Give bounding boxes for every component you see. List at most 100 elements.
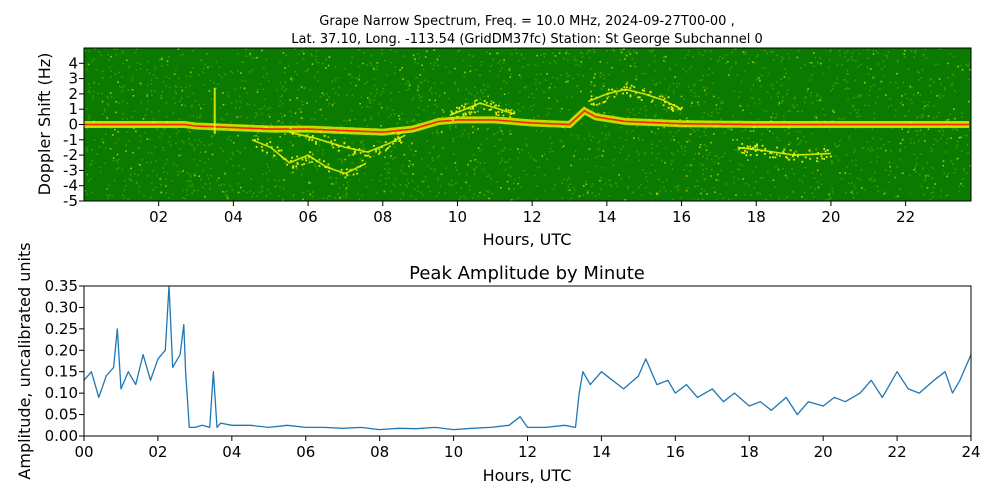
- noise-speck: [349, 179, 351, 181]
- signal-speck: [297, 130, 300, 133]
- noise-speck: [362, 62, 364, 65]
- noise-speck: [634, 94, 636, 96]
- noise-speck: [910, 98, 912, 101]
- noise-speck: [759, 177, 762, 179]
- noise-speck: [185, 75, 188, 77]
- noise-speck: [941, 128, 943, 130]
- noise-speck: [242, 61, 245, 63]
- noise-speck: [715, 179, 718, 181]
- noise-speck: [420, 191, 422, 194]
- noise-speck: [605, 125, 607, 128]
- noise-speck: [645, 186, 647, 189]
- signal-speck: [273, 154, 275, 157]
- noise-speck: [837, 117, 840, 120]
- noise-speck: [829, 49, 832, 51]
- noise-speck: [102, 77, 104, 79]
- noise-speck: [705, 145, 708, 147]
- noise-speck: [593, 75, 596, 78]
- noise-speck: [745, 182, 747, 185]
- noise-speck: [791, 168, 793, 170]
- noise-speck: [141, 158, 144, 161]
- signal-speck: [309, 155, 311, 158]
- noise-speck: [264, 98, 266, 101]
- noise-speck: [402, 78, 404, 80]
- noise-speck: [749, 130, 752, 132]
- noise-speck: [390, 150, 392, 153]
- noise-speck: [152, 170, 154, 172]
- noise-speck: [819, 99, 821, 102]
- noise-speck: [86, 174, 88, 176]
- noise-speck: [938, 111, 941, 114]
- noise-speck: [715, 108, 718, 110]
- noise-speck: [265, 58, 268, 61]
- noise-speck: [420, 95, 423, 98]
- noise-speck: [177, 77, 180, 80]
- noise-speck: [722, 197, 725, 200]
- noise-speck: [597, 141, 599, 144]
- noise-speck: [582, 194, 585, 196]
- signal-speck: [804, 156, 807, 159]
- noise-speck: [85, 68, 88, 70]
- noise-speck: [627, 50, 630, 53]
- noise-speck: [780, 102, 783, 104]
- noise-speck: [177, 48, 180, 50]
- amplitude-line: [84, 286, 971, 431]
- noise-speck: [591, 108, 594, 111]
- signal-speck: [469, 113, 472, 115]
- signal-speck: [671, 107, 674, 110]
- signal-speck: [342, 172, 344, 175]
- noise-speck: [237, 69, 239, 72]
- noise-speck: [685, 117, 688, 120]
- noise-speck: [720, 118, 722, 120]
- noise-speck: [427, 80, 429, 83]
- noise-speck: [295, 166, 298, 169]
- noise-speck: [326, 197, 328, 199]
- signal-speck: [754, 146, 756, 148]
- noise-speck: [676, 82, 679, 84]
- signal-speck: [677, 108, 680, 110]
- noise-speck: [831, 120, 834, 122]
- noise-speck: [108, 184, 111, 187]
- noise-speck: [510, 133, 512, 135]
- noise-speck: [699, 146, 701, 149]
- noise-speck: [460, 195, 462, 198]
- noise-speck: [535, 73, 538, 76]
- noise-speck: [655, 114, 657, 116]
- noise-speck: [636, 125, 638, 128]
- noise-speck: [532, 96, 535, 99]
- noise-speck: [232, 142, 235, 144]
- noise-speck: [162, 167, 164, 169]
- noise-speck: [182, 197, 184, 199]
- signal-speck: [672, 110, 675, 112]
- noise-speck: [436, 132, 439, 135]
- noise-speck: [741, 136, 744, 139]
- noise-speck: [718, 96, 720, 99]
- noise-speck: [448, 125, 451, 128]
- noise-speck: [417, 185, 419, 188]
- noise-speck: [165, 84, 167, 87]
- noise-speck: [388, 171, 391, 174]
- noise-speck: [554, 184, 556, 186]
- noise-speck: [479, 97, 481, 100]
- noise-speck: [602, 74, 605, 76]
- noise-speck: [158, 59, 161, 62]
- noise-speck: [138, 186, 141, 188]
- noise-speck: [437, 179, 440, 181]
- noise-speck: [606, 62, 609, 64]
- noise-speck: [127, 89, 130, 91]
- spectrogram-title-line-2: Lat. 37.10, Long. -113.54 (GridDM37fc) S…: [291, 32, 762, 47]
- noise-speck: [589, 135, 591, 137]
- noise-speck: [460, 135, 463, 137]
- noise-speck: [230, 157, 232, 160]
- noise-speck: [738, 96, 740, 98]
- noise-speck: [151, 94, 153, 96]
- noise-speck: [418, 97, 421, 99]
- noise-speck: [593, 51, 596, 53]
- noise-speck: [402, 194, 405, 196]
- noise-speck: [494, 111, 496, 113]
- noise-speck: [180, 153, 183, 156]
- noise-speck: [653, 60, 656, 63]
- noise-speck: [884, 169, 887, 172]
- noise-speck: [498, 138, 500, 141]
- noise-speck: [742, 109, 744, 112]
